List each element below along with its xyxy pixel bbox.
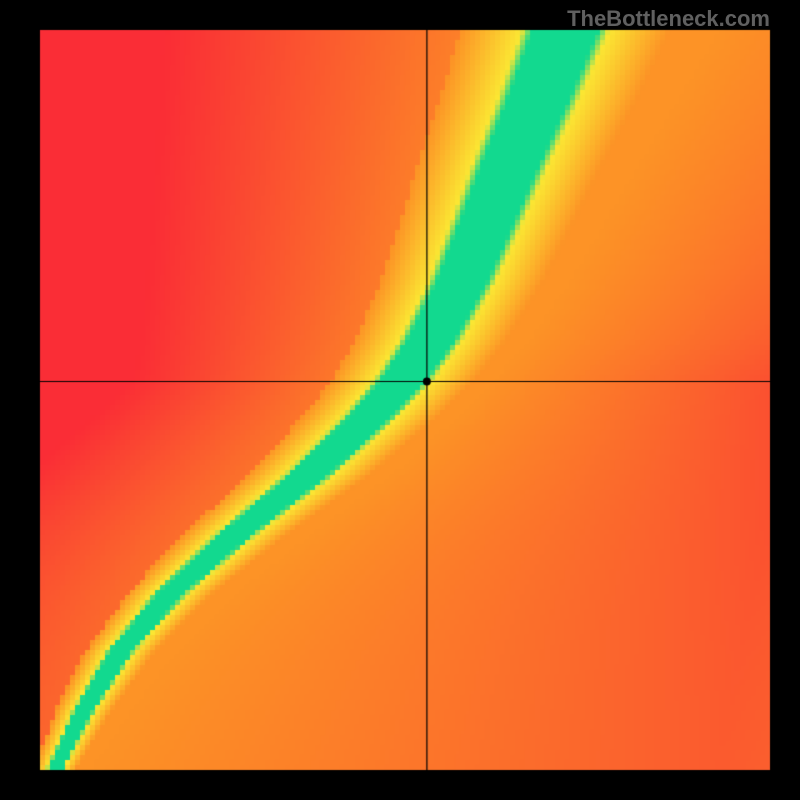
watermark-text: TheBottleneck.com [567, 6, 770, 32]
bottleneck-heatmap [0, 0, 800, 800]
